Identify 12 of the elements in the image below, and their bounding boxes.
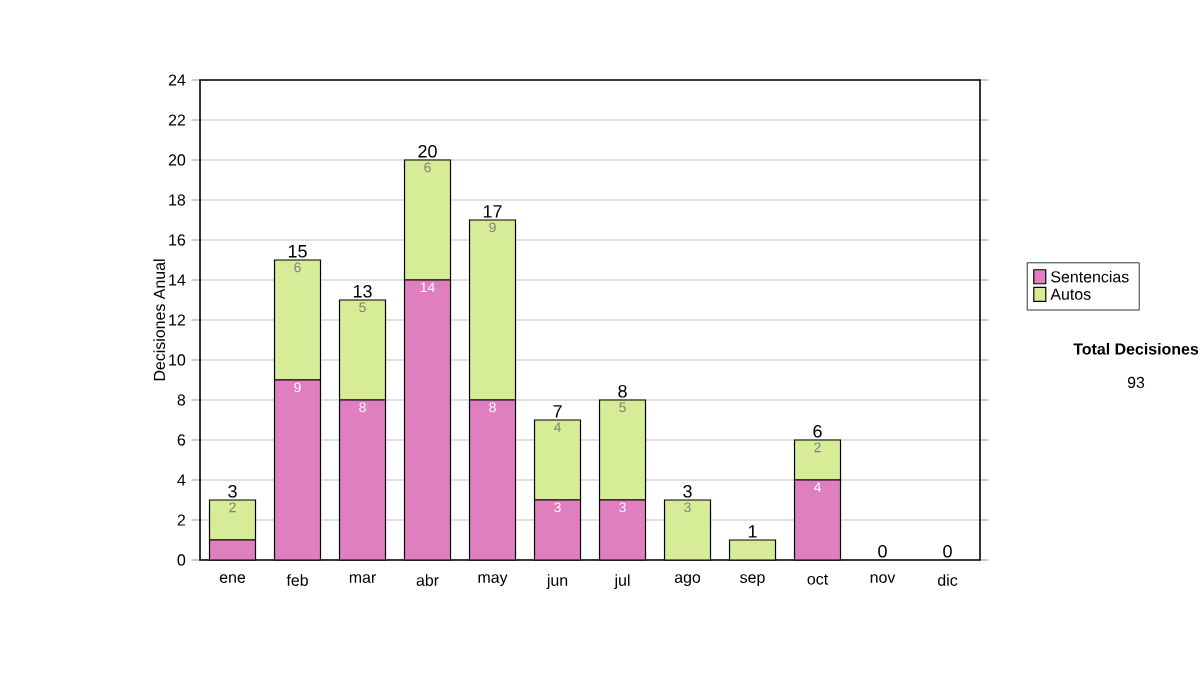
total-label: 20 <box>418 144 437 158</box>
total-label: 0 <box>878 544 887 558</box>
total-label: 15 <box>288 245 307 258</box>
total-label: 0 <box>943 544 952 558</box>
total-label: 3 <box>228 484 237 498</box>
total-label: 6 <box>813 424 822 438</box>
total-label: 3 <box>683 484 692 498</box>
total-label: 1 <box>748 525 757 538</box>
total-label: 8 <box>618 384 627 398</box>
total-label: 7 <box>553 405 562 418</box>
total-label: 17 <box>483 205 502 218</box>
total-label: 13 <box>353 284 372 298</box>
